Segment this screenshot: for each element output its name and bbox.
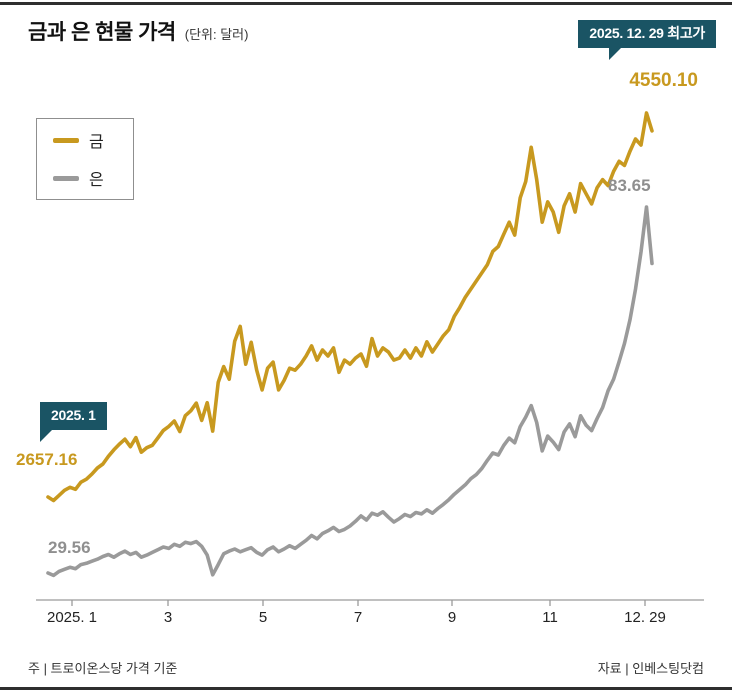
start-badge-pointer-icon — [40, 429, 53, 442]
chart-header: 금과 은 현물 가격 (단위: 달러) — [28, 16, 248, 46]
chart-legend: 금 은 — [36, 118, 134, 200]
silver-start-value: 29.56 — [48, 538, 91, 557]
x-axis-label-jan: 2025. 1 — [46, 609, 98, 626]
bottom-border — [0, 687, 732, 690]
legend-item-gold: 금 — [53, 128, 133, 152]
peak-date-badge: 2025. 12. 29 최고가 — [578, 20, 716, 48]
gold-start-value: 2657.16 — [16, 450, 78, 469]
gold-line-swatch-icon — [53, 137, 79, 143]
x-axis-label-may: 5 — [258, 609, 268, 626]
x-axis-label-mar: 3 — [163, 609, 173, 626]
footnote: 주 | 트로이온스당 가격 기준 — [28, 661, 178, 676]
page-title: 금과 은 현물 가격 — [28, 21, 176, 44]
legend-label-silver: 은 — [89, 172, 104, 189]
silver-line-swatch-icon — [53, 175, 79, 181]
x-axis-label-dec: 12. 29 — [624, 609, 666, 626]
x-axis-label-nov: 11 — [542, 609, 558, 626]
legend-item-silver: 은 — [53, 166, 133, 190]
source-credit: 자료 | 인베스팅닷컴 — [597, 661, 704, 676]
peak-badge-pointer-icon — [609, 47, 622, 60]
unit-label: (단위: 달러) — [184, 27, 249, 42]
top-border — [0, 2, 732, 5]
start-date-badge: 2025. 1 — [40, 402, 107, 430]
legend-label-gold: 금 — [89, 134, 104, 151]
x-axis-label-sep: 9 — [447, 609, 457, 626]
gold-peak-value: 4550.10 — [629, 70, 698, 91]
silver-peak-value: 83.65 — [608, 176, 651, 195]
x-axis-label-jul: 7 — [353, 609, 363, 626]
